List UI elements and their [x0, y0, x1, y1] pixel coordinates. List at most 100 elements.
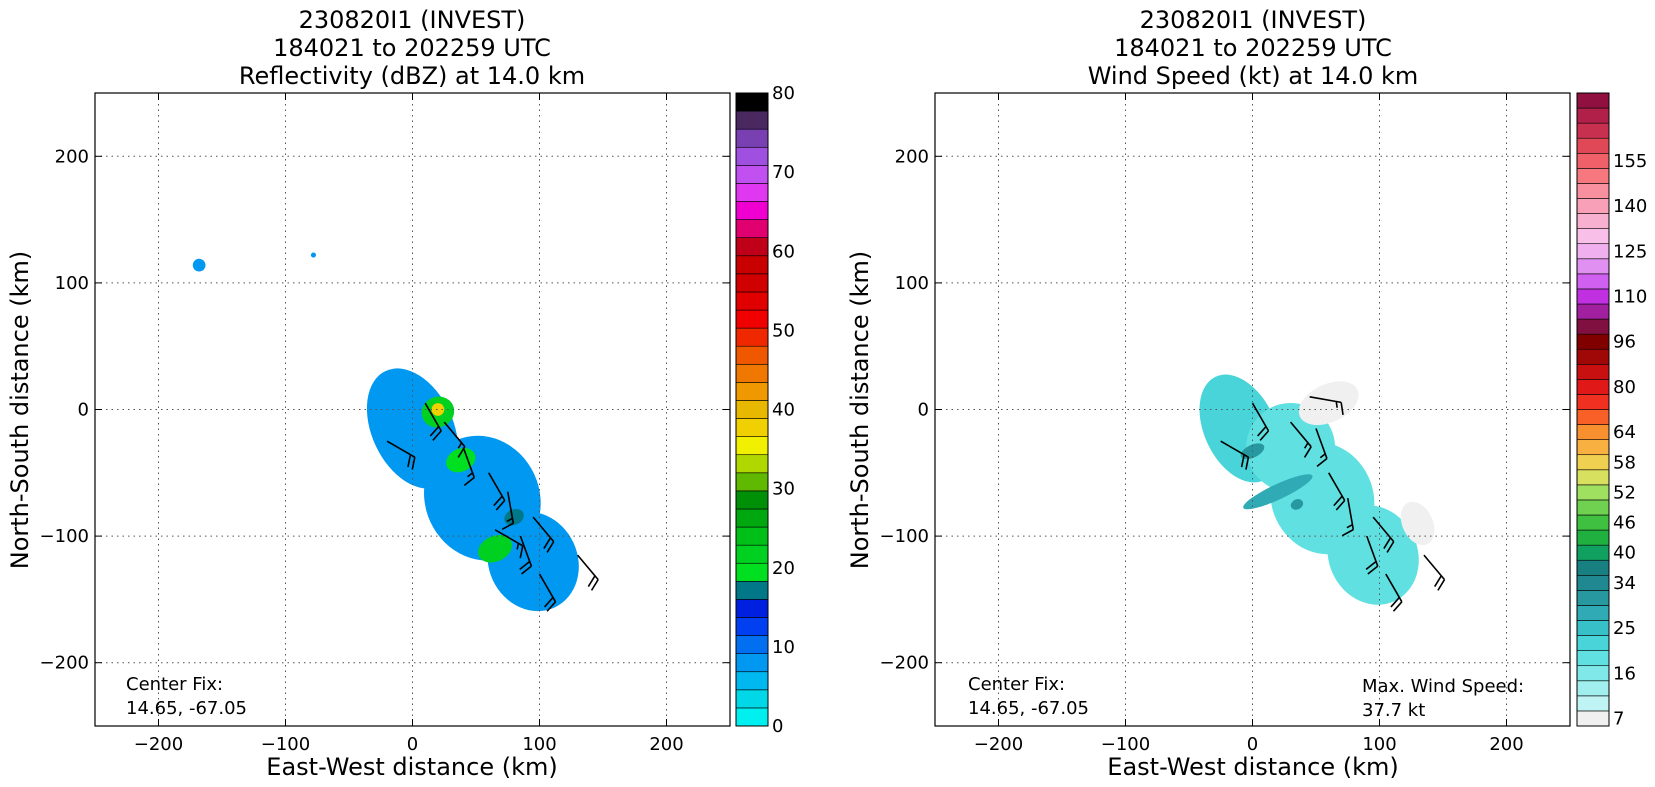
colorbar-segment [735, 255, 769, 275]
colorbar-segment [735, 581, 769, 600]
wind-barb-flag [493, 495, 503, 507]
colorbar-segment [735, 526, 769, 546]
colorbar-segment [1576, 665, 1610, 682]
colorbar-segment [735, 327, 769, 347]
wind-barb-flag [1257, 426, 1267, 437]
wind-barb-staff [1423, 554, 1446, 581]
colorbar-tick-label: 140 [1613, 196, 1647, 217]
colorbar-segment [1576, 514, 1610, 531]
wind-barb-flag [1240, 454, 1245, 468]
wind-swath-cell [1243, 474, 1313, 510]
colorbar-tick-label: 96 [1613, 332, 1636, 353]
colorbar-segment [1576, 469, 1610, 486]
reflectivity-colorbar: 0 10 20 30 40 50 60 70 80 [735, 83, 795, 737]
wind-barb-flag [495, 499, 506, 511]
x-tick-label: 100 [522, 734, 556, 755]
wind-swath-cell [1290, 499, 1304, 510]
colorbar-segment [1576, 152, 1610, 169]
wind-barb-flag [546, 541, 555, 553]
colorbar-segment [735, 219, 769, 238]
colorbar-segment [735, 472, 769, 492]
wind-barb [386, 440, 416, 470]
echo-cell [431, 403, 445, 416]
wind-barb-flag [519, 560, 531, 570]
wind-barb-flag [1365, 560, 1377, 570]
x-tick-label: 100 [1362, 734, 1396, 755]
y-tick-label: −100 [880, 526, 929, 547]
colorbar-segment [1576, 680, 1610, 697]
colorbar-segment [1576, 544, 1610, 561]
wind-barb-half-flag [1319, 453, 1326, 459]
colorbar-segment [735, 363, 769, 383]
wind-barb-half-flag [467, 472, 474, 478]
wind-swath-cell [1400, 501, 1435, 546]
wind-barb [1315, 428, 1328, 468]
colorbar-segment [1576, 273, 1610, 290]
wind-barb-flag [587, 575, 596, 587]
wind-barb-staff [532, 516, 555, 543]
colorbar-segment [735, 309, 769, 329]
colorbar-segment [735, 689, 769, 709]
reflectivity-field [192, 252, 579, 612]
wind-barb [488, 472, 506, 511]
colorbar-segment [735, 671, 769, 691]
colorbar-segment [735, 617, 769, 636]
colorbar-segment [735, 291, 769, 311]
x-tick-label: 200 [1489, 734, 1523, 755]
colorbar-segment [1576, 213, 1610, 229]
wind-barb [424, 402, 442, 441]
wind-barb-flag [429, 426, 440, 437]
colorbar-segment [735, 273, 769, 293]
wind-max-speed-value: 37.7 kt [1362, 700, 1425, 721]
wind-center-fix-value: 14.65, -67.05 [968, 698, 1089, 719]
wind-barb-half-flag [1335, 401, 1338, 408]
colorbar-tick-label: 46 [1613, 513, 1636, 534]
colorbar-segment [735, 201, 769, 220]
colorbar-segment [735, 544, 769, 564]
colorbar-segment [735, 183, 769, 202]
colorbar-segment [735, 110, 769, 130]
wind-barb [576, 554, 599, 591]
echo-cell [192, 258, 206, 272]
wind-barb [1309, 396, 1344, 416]
wind-barb-staff [462, 447, 475, 478]
colorbar-segment [1576, 168, 1610, 184]
colorbar-segment [1576, 394, 1610, 410]
colorbar-segment [1576, 695, 1610, 712]
reflectivity-title-line-1: 230820I1 (INVEST) [299, 6, 526, 34]
colorbar-tick-label: 20 [772, 558, 795, 579]
colorbar-segment [1576, 92, 1610, 109]
colorbar-frame [1576, 92, 1610, 727]
colorbar-segment [735, 707, 769, 727]
wind-barb-staff [1315, 428, 1328, 459]
colorbar-segment [1576, 605, 1610, 621]
colorbar-frame [735, 92, 769, 727]
wind-barb [1385, 573, 1403, 612]
wind-barb-flag [1303, 446, 1312, 458]
wind-barb-flag [519, 545, 524, 559]
colorbar-tick-label: 52 [1613, 482, 1636, 503]
wind-barb-flag [1340, 402, 1344, 416]
wind-barb-staff [488, 472, 506, 501]
colorbar-segment [1576, 559, 1610, 576]
colorbar-segment [1576, 198, 1610, 214]
wind-barb-flag [411, 456, 416, 470]
wind-barb-half-flag [506, 517, 513, 523]
colorbar-segment [1576, 363, 1610, 380]
colorbar-segment [1576, 303, 1610, 320]
colorbar-tick-label: 155 [1613, 151, 1647, 172]
wind-barb-staff [1309, 396, 1342, 404]
reflectivity-wind-barbs [386, 402, 599, 612]
wind-barb [1341, 497, 1355, 537]
wind-barb-half-flag [457, 442, 463, 449]
wind-barb [532, 516, 555, 553]
colorbar-tick-label: 50 [772, 320, 795, 341]
x-tick-label: 200 [649, 734, 683, 755]
colorbar-segment [1576, 424, 1610, 440]
x-tick-label: −100 [1101, 734, 1150, 755]
echo-cell [446, 447, 476, 473]
wind-barb-staff [576, 554, 599, 581]
x-tick-label: 0 [1247, 734, 1258, 755]
wind-barb-staff [506, 491, 515, 524]
wind-y-axis-label: North-South distance (km) [846, 251, 874, 570]
